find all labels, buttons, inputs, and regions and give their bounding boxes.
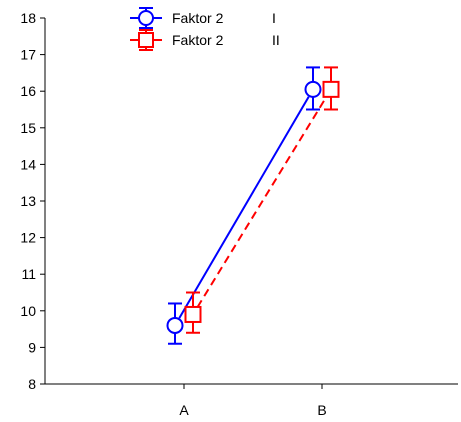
series-layer bbox=[166, 66, 340, 345]
y-ticks: 8 9 10 11 12 13 14 15 16 17 18 bbox=[20, 10, 45, 392]
series-2 bbox=[184, 66, 340, 334]
x-tick-label: A bbox=[179, 402, 189, 418]
legend-item-2: Faktor 2 II bbox=[130, 29, 280, 51]
y-tick-label: 11 bbox=[21, 266, 36, 282]
legend-marker bbox=[138, 10, 154, 26]
series-line bbox=[196, 96, 328, 308]
data-point bbox=[184, 305, 202, 323]
y-tick-label: 12 bbox=[20, 230, 36, 246]
legend-item-1: Faktor 2 I bbox=[130, 7, 276, 29]
legend-series-name: Faktor 2 bbox=[172, 10, 224, 26]
legend-level-label: I bbox=[272, 10, 276, 26]
y-tick-label: 9 bbox=[28, 339, 36, 355]
legend-series-name: Faktor 2 bbox=[172, 32, 224, 48]
y-tick-label: 8 bbox=[28, 376, 36, 392]
x-tick-label: B bbox=[317, 402, 326, 418]
y-tick-label: 14 bbox=[20, 156, 36, 172]
series-line bbox=[178, 96, 310, 319]
data-point bbox=[304, 80, 322, 98]
y-tick-label: 15 bbox=[20, 120, 36, 136]
y-tick-label: 17 bbox=[20, 47, 36, 63]
axes bbox=[44, 18, 458, 385]
legend: Faktor 2 I Faktor 2 II bbox=[130, 7, 280, 51]
data-point bbox=[166, 316, 184, 334]
y-tick-label: 13 bbox=[20, 193, 36, 209]
legend-marker bbox=[138, 32, 154, 48]
series-1 bbox=[166, 66, 322, 345]
y-tick-label: 10 bbox=[20, 303, 36, 319]
data-point bbox=[322, 80, 340, 98]
y-tick-label: 18 bbox=[20, 10, 36, 26]
legend-level-label: II bbox=[272, 32, 280, 48]
y-tick-label: 16 bbox=[20, 83, 36, 99]
